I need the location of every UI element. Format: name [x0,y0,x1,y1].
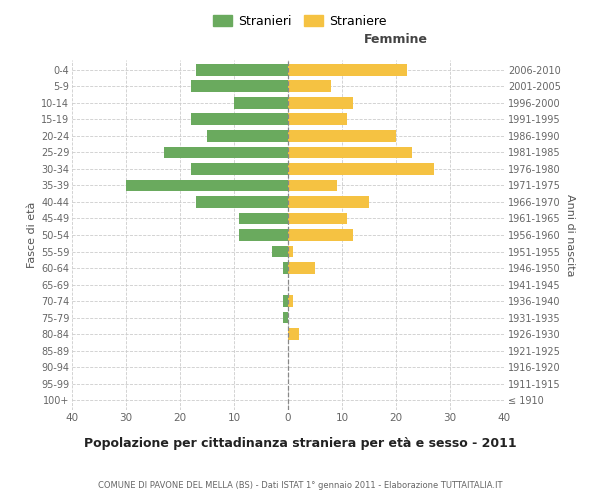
Bar [191,80,288,92]
Bar [288,246,293,258]
Bar [288,146,412,158]
Text: Femmine: Femmine [364,33,428,46]
Bar [191,163,288,175]
Text: Popolazione per cittadinanza straniera per età e sesso - 2011: Popolazione per cittadinanza straniera p… [83,437,517,450]
Bar [288,114,347,126]
Bar [288,97,353,109]
Bar [288,295,293,307]
Y-axis label: Fasce di età: Fasce di età [26,202,37,268]
Bar [283,295,288,307]
Bar [191,114,288,126]
Bar [207,130,288,142]
Bar [288,130,396,142]
Bar [288,163,434,175]
Bar [164,146,288,158]
Bar [288,196,369,208]
Bar [283,312,288,324]
Bar [288,180,337,192]
Bar [288,212,347,224]
Bar [283,262,288,274]
Bar [288,80,331,92]
Legend: Stranieri, Straniere: Stranieri, Straniere [209,11,391,32]
Y-axis label: Anni di nascita: Anni di nascita [565,194,575,276]
Bar [288,262,315,274]
Bar [196,64,288,76]
Bar [234,97,288,109]
Bar [126,180,288,192]
Bar [272,246,288,258]
Bar [288,64,407,76]
Text: COMUNE DI PAVONE DEL MELLA (BS) - Dati ISTAT 1° gennaio 2011 - Elaborazione TUTT: COMUNE DI PAVONE DEL MELLA (BS) - Dati I… [98,481,502,490]
Bar [239,212,288,224]
Bar [288,229,353,241]
Bar [239,229,288,241]
Bar [196,196,288,208]
Bar [288,328,299,340]
